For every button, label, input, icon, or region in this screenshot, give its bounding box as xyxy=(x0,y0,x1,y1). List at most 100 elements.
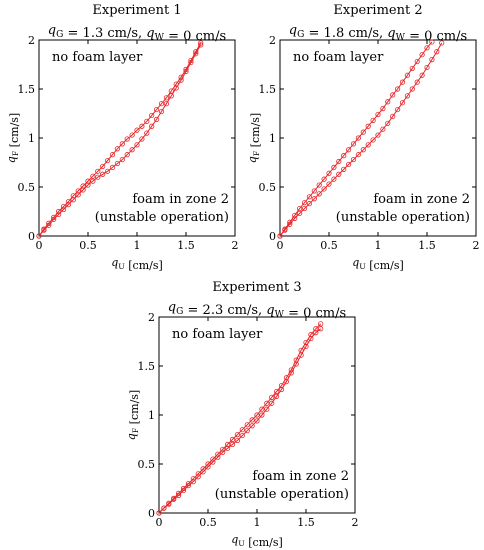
data-point xyxy=(278,386,285,393)
x-tick-label: 0 xyxy=(36,239,43,252)
data-point xyxy=(385,120,391,126)
data-point xyxy=(365,142,371,148)
data-point xyxy=(134,127,140,133)
data-point xyxy=(355,152,361,158)
data-point xyxy=(210,459,216,465)
data-point xyxy=(105,157,111,164)
data-point xyxy=(308,335,314,342)
data-point xyxy=(225,445,231,451)
data-point xyxy=(190,479,196,485)
data-point xyxy=(244,428,250,434)
data-point xyxy=(234,431,240,438)
data-point xyxy=(163,95,169,101)
data-point xyxy=(90,178,96,184)
x-tick-label: 1.5 xyxy=(297,516,315,529)
y-tick-label: 1 xyxy=(269,132,276,145)
data-point xyxy=(144,118,150,124)
data-point xyxy=(404,93,410,99)
data-point xyxy=(46,222,52,228)
data-point xyxy=(75,192,81,198)
data-point xyxy=(163,101,169,107)
data-point xyxy=(375,132,381,138)
annotation-foam-zone: foam in zone 2 xyxy=(252,469,349,484)
chart-3: Experiment 3qG = 2.3 cm/s, qW = 0 cm/s0 0… xyxy=(125,280,359,549)
y-axis-label: qF [cm/s] xyxy=(246,113,262,163)
data-point xyxy=(180,487,187,494)
x-tick-label: 2 xyxy=(473,239,480,252)
y-tick-label: 0 xyxy=(148,507,155,520)
x-tick-label: 2 xyxy=(232,239,239,252)
data-point xyxy=(308,332,314,338)
data-point xyxy=(298,352,304,358)
data-point xyxy=(321,186,327,192)
data-point xyxy=(139,136,145,142)
data-point xyxy=(95,168,101,174)
data-point xyxy=(234,437,240,444)
data-point xyxy=(414,79,420,85)
data-point xyxy=(124,152,130,158)
series-line-2 xyxy=(279,42,443,237)
data-point xyxy=(360,147,366,153)
y-tick-label: 2 xyxy=(28,34,35,47)
data-point xyxy=(399,79,406,85)
series-line-1 xyxy=(158,323,322,514)
data-point xyxy=(269,394,275,400)
data-point xyxy=(311,196,317,202)
data-point xyxy=(259,406,265,412)
y-tick-label: 1.5 xyxy=(18,83,36,96)
data-point xyxy=(283,379,289,385)
data-point xyxy=(55,211,62,218)
data-point xyxy=(429,56,435,63)
data-point xyxy=(161,505,167,511)
data-point xyxy=(229,441,236,447)
data-point xyxy=(394,86,401,92)
data-point xyxy=(404,72,410,78)
data-point xyxy=(292,215,298,221)
data-point xyxy=(385,99,391,105)
data-point xyxy=(296,210,303,217)
y-tick-label: 0.5 xyxy=(259,181,277,194)
data-point xyxy=(316,182,322,188)
data-point xyxy=(168,93,174,99)
data-point xyxy=(154,106,160,113)
data-point xyxy=(390,113,396,120)
data-point xyxy=(269,400,275,406)
data-point xyxy=(336,171,342,177)
data-point xyxy=(326,170,332,176)
data-point xyxy=(370,137,376,143)
data-point xyxy=(282,227,288,233)
chart-title: Experiment 2 xyxy=(333,3,422,18)
series-line-1 xyxy=(279,41,433,237)
y-tick-label: 0.5 xyxy=(18,181,36,194)
data-point xyxy=(254,412,260,418)
data-point xyxy=(350,156,357,163)
data-point xyxy=(288,370,294,376)
data-point xyxy=(220,446,226,452)
data-point xyxy=(225,441,231,447)
data-point xyxy=(198,42,204,48)
data-point xyxy=(318,321,324,327)
x-tick-label: 0.5 xyxy=(320,239,338,252)
data-point xyxy=(375,111,381,118)
data-point xyxy=(350,141,357,147)
data-point xyxy=(355,135,361,141)
chart-2: Experiment 2qG = 1.8 cm/s, qW = 0 cm/s0 0… xyxy=(246,3,480,272)
x-tick-label: 1.5 xyxy=(418,239,436,252)
y-axis-label: qF [cm/s] xyxy=(125,390,141,440)
data-point xyxy=(341,153,347,159)
data-point xyxy=(119,156,125,163)
data-point xyxy=(41,227,47,233)
annotation-unstable: (unstable operation) xyxy=(215,487,349,502)
y-tick-label: 0.5 xyxy=(138,458,156,471)
data-point xyxy=(259,412,265,418)
data-point xyxy=(331,176,337,182)
y-tick-label: 0 xyxy=(269,230,276,243)
data-point xyxy=(60,206,67,213)
annotation-no-foam: no foam layer xyxy=(52,50,143,65)
data-point xyxy=(149,123,155,129)
data-point xyxy=(399,100,406,106)
y-tick-label: 2 xyxy=(269,34,276,47)
x-tick-label: 0 xyxy=(156,516,163,529)
data-point xyxy=(144,130,150,136)
data-point xyxy=(293,361,299,367)
